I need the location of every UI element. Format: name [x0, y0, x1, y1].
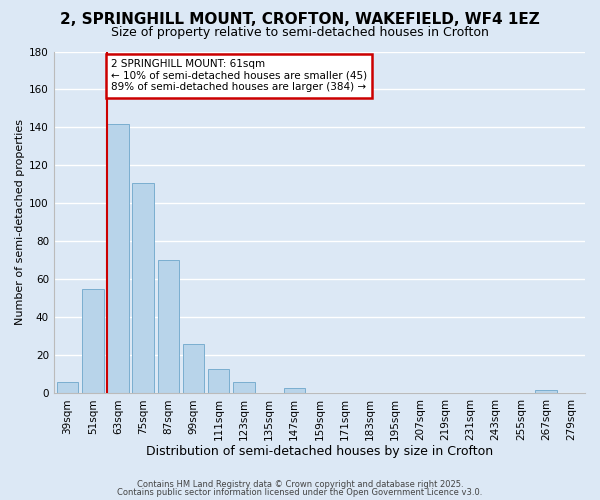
- Bar: [107, 124, 128, 394]
- Bar: [233, 382, 254, 394]
- Text: 2 SPRINGHILL MOUNT: 61sqm
← 10% of semi-detached houses are smaller (45)
89% of : 2 SPRINGHILL MOUNT: 61sqm ← 10% of semi-…: [111, 59, 367, 92]
- Bar: [183, 344, 204, 394]
- Bar: [57, 382, 79, 394]
- Text: Size of property relative to semi-detached houses in Crofton: Size of property relative to semi-detach…: [111, 26, 489, 39]
- Text: 2, SPRINGHILL MOUNT, CROFTON, WAKEFIELD, WF4 1EZ: 2, SPRINGHILL MOUNT, CROFTON, WAKEFIELD,…: [60, 12, 540, 28]
- Y-axis label: Number of semi-detached properties: Number of semi-detached properties: [15, 120, 25, 326]
- Bar: [535, 390, 557, 394]
- Bar: [208, 368, 229, 394]
- Text: Contains HM Land Registry data © Crown copyright and database right 2025.: Contains HM Land Registry data © Crown c…: [137, 480, 463, 489]
- Bar: [133, 182, 154, 394]
- Text: Contains public sector information licensed under the Open Government Licence v3: Contains public sector information licen…: [118, 488, 482, 497]
- Bar: [158, 260, 179, 394]
- Bar: [82, 289, 104, 394]
- Bar: [284, 388, 305, 394]
- X-axis label: Distribution of semi-detached houses by size in Crofton: Distribution of semi-detached houses by …: [146, 444, 493, 458]
